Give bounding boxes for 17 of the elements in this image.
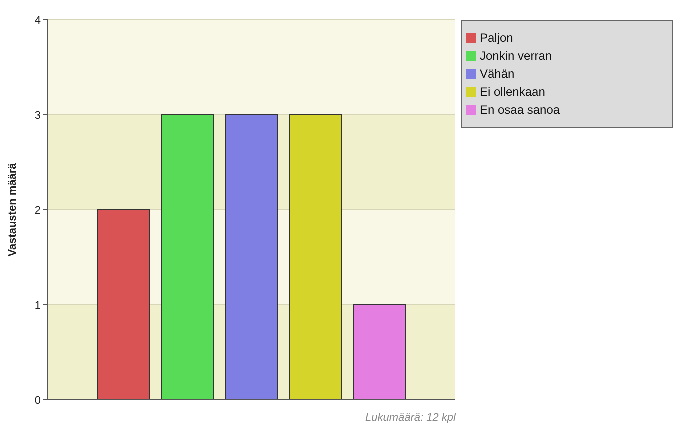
legend-label: Jonkin verran — [480, 49, 552, 63]
legend-label: Paljon — [480, 31, 514, 45]
bar — [290, 114, 342, 400]
bar — [162, 114, 214, 400]
legend-label: Vähän — [480, 67, 515, 81]
legend-label: Ei ollenkaan — [480, 85, 546, 99]
y-tick-label: 3 — [34, 110, 41, 122]
bar — [354, 304, 406, 400]
y-tick-label: 2 — [34, 204, 41, 217]
legend-label: En osaa sanoa — [480, 103, 560, 117]
y-axis-title: Vastausten määrä — [6, 162, 19, 257]
y-tick-label: 1 — [34, 300, 41, 312]
y-tick-label: 0 — [34, 394, 41, 407]
bar — [98, 210, 150, 400]
y-tick-label: 4 — [34, 14, 41, 27]
text: Lukumäärä: 12 kpl — [364, 412, 456, 424]
bar — [226, 114, 278, 400]
